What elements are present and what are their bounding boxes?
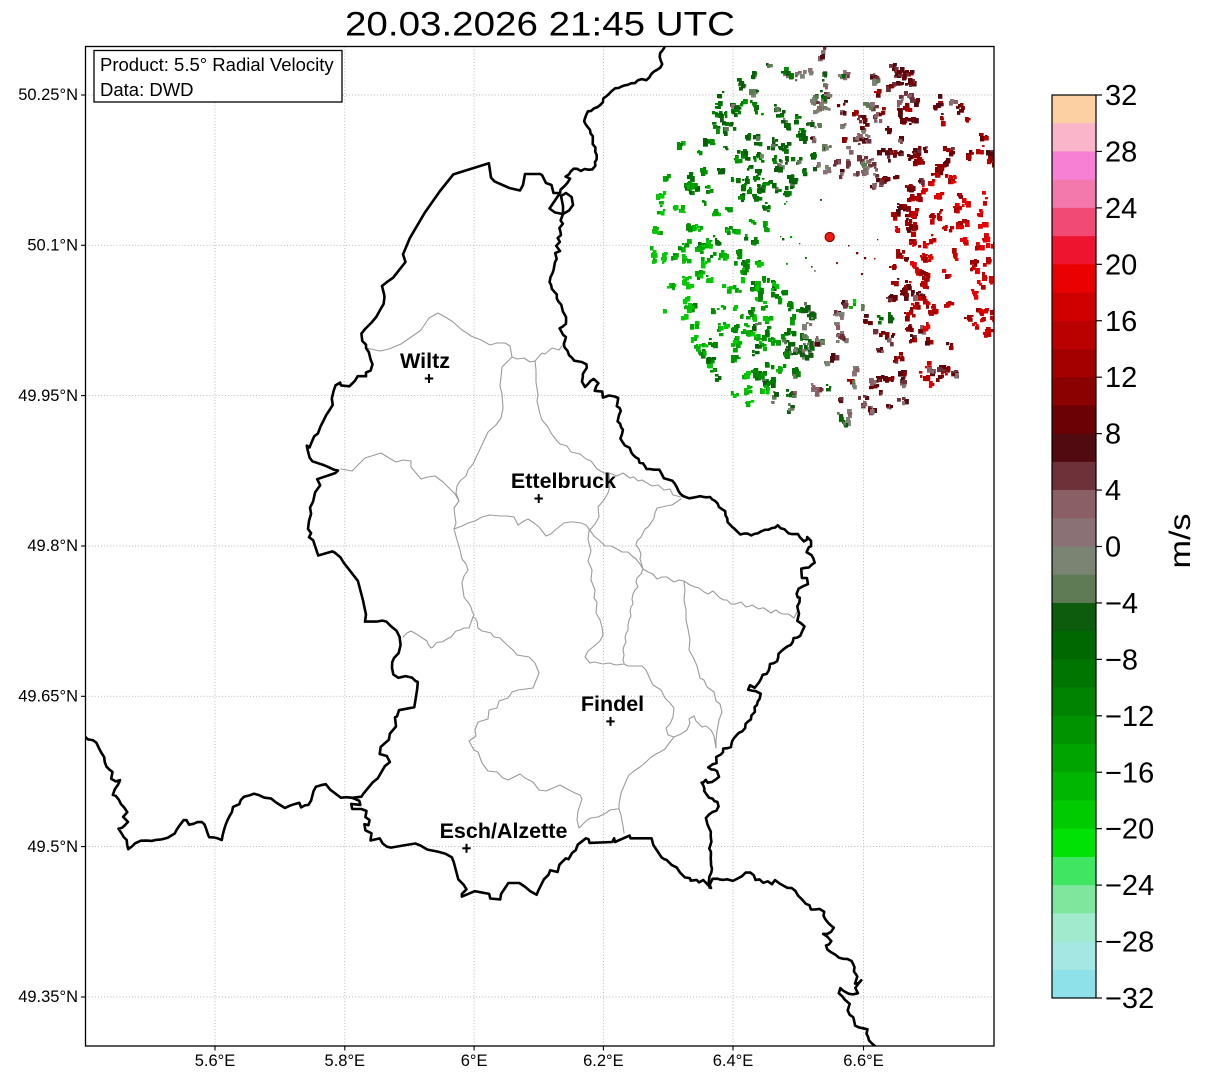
svg-text:Findel: Findel <box>581 692 644 716</box>
svg-text:20.03.2026 21:45 UTC: 20.03.2026 21:45 UTC <box>345 6 735 44</box>
svg-text:6°E: 6°E <box>461 1052 488 1070</box>
svg-text:6.2°E: 6.2°E <box>583 1052 624 1070</box>
svg-text:−24: −24 <box>1105 870 1154 902</box>
svg-text:6.4°E: 6.4°E <box>713 1052 754 1070</box>
svg-text:Wiltz: Wiltz <box>400 349 450 373</box>
svg-text:24: 24 <box>1105 193 1137 225</box>
svg-text:28: 28 <box>1105 136 1137 168</box>
svg-text:49.5°N: 49.5°N <box>27 838 78 856</box>
svg-text:50.1°N: 50.1°N <box>27 237 78 255</box>
svg-text:−4: −4 <box>1105 588 1138 620</box>
svg-text:20: 20 <box>1105 249 1137 281</box>
svg-text:m/s: m/s <box>1164 514 1197 569</box>
svg-text:49.35°N: 49.35°N <box>18 988 78 1006</box>
svg-text:49.65°N: 49.65°N <box>18 688 78 706</box>
svg-text:12: 12 <box>1105 362 1137 394</box>
svg-text:Ettelbruck: Ettelbruck <box>511 469 616 493</box>
svg-text:−20: −20 <box>1105 814 1154 846</box>
svg-text:5.8°E: 5.8°E <box>325 1052 366 1070</box>
svg-text:8: 8 <box>1105 419 1121 451</box>
svg-text:49.95°N: 49.95°N <box>18 387 78 405</box>
svg-text:32: 32 <box>1105 80 1137 112</box>
svg-text:−12: −12 <box>1105 701 1154 733</box>
svg-text:Data: DWD: Data: DWD <box>100 79 194 100</box>
svg-text:−28: −28 <box>1105 927 1154 959</box>
svg-text:49.8°N: 49.8°N <box>27 537 78 555</box>
svg-text:−16: −16 <box>1105 757 1154 789</box>
svg-text:4: 4 <box>1105 475 1121 507</box>
svg-text:6.6°E: 6.6°E <box>843 1052 884 1070</box>
svg-text:−8: −8 <box>1105 644 1138 676</box>
svg-text:Esch/Alzette: Esch/Alzette <box>440 819 568 843</box>
svg-text:Product: 5.5° Radial Velocity: Product: 5.5° Radial Velocity <box>100 54 334 75</box>
svg-text:0: 0 <box>1105 532 1121 564</box>
svg-text:50.25°N: 50.25°N <box>18 86 78 104</box>
svg-text:−32: −32 <box>1105 983 1154 1015</box>
svg-text:16: 16 <box>1105 306 1137 338</box>
svg-text:5.6°E: 5.6°E <box>195 1052 236 1070</box>
